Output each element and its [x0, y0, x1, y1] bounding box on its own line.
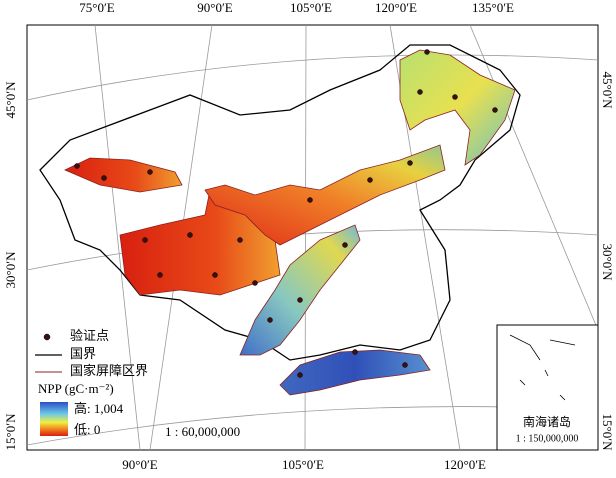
- scale: 1 : 60,000,000: [165, 424, 240, 439]
- right-label: 45°0′N: [600, 72, 615, 110]
- right-label: 30°0′N: [600, 244, 615, 282]
- bottom-label: 120°0′E: [444, 457, 486, 472]
- bottom-label: 105°0′E: [282, 457, 324, 472]
- top-label: 75°0′E: [79, 0, 115, 15]
- top-label: 120°0′E: [375, 0, 417, 15]
- left-label: 45°0′N: [3, 81, 18, 119]
- color-ramp: [40, 402, 68, 436]
- inset-title: 南海诸岛: [523, 414, 571, 429]
- left-label: 30°0′N: [3, 251, 18, 289]
- inset: 南海诸岛 1 : 150,000,000: [496, 324, 599, 451]
- legend-label: 国家屏障区界: [70, 363, 148, 378]
- legend-label: 低: 0: [74, 422, 100, 437]
- top-label: 135°0′E: [472, 0, 514, 15]
- legend-label: 验证点: [70, 328, 109, 343]
- bottom-label: 90°0′E: [122, 457, 158, 472]
- legend-point: [43, 333, 51, 341]
- validation-points: [74, 49, 498, 378]
- legend-label: 国界: [70, 346, 96, 361]
- inset-scale: 1 : 150,000,000: [516, 433, 579, 444]
- right-label: 15°0′N: [600, 414, 615, 452]
- inset-frame: [496, 324, 599, 451]
- national-border: [39, 44, 521, 361]
- legend-label: 高: 1,004: [74, 401, 124, 416]
- left-label: 15°0′N: [3, 413, 18, 451]
- legend: 验证点 国界 国家屏障区界 NPP (gC·m⁻²) 高: 1,004 低: 0: [35, 328, 148, 437]
- top-label: 105°0′E: [290, 0, 332, 15]
- top-label: 90°0′E: [197, 0, 233, 15]
- legend-title: NPP (gC·m⁻²): [38, 381, 114, 396]
